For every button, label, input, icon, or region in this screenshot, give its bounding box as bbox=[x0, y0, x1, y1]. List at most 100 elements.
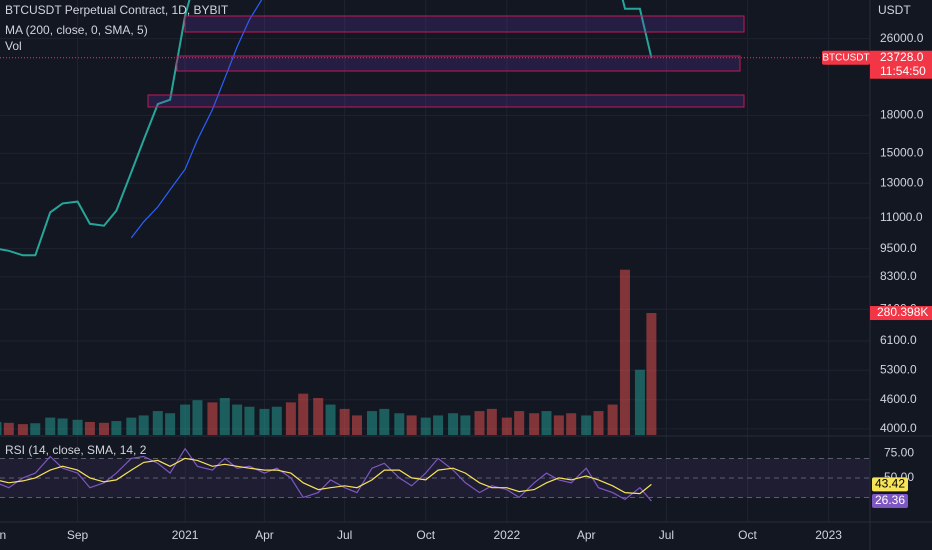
y-tick-label: 8300.0 bbox=[880, 269, 917, 283]
volume-bar bbox=[433, 415, 444, 435]
symbol-tag-bg bbox=[822, 50, 870, 65]
symbol-title: BTCUSDT Perpetual Contract, 1D, BYBIT bbox=[5, 3, 229, 17]
volume-bar bbox=[192, 400, 203, 435]
y-tick-label: 9500.0 bbox=[880, 241, 917, 255]
volume-bar bbox=[619, 269, 630, 435]
volume-bar bbox=[99, 422, 110, 435]
volume-bar bbox=[448, 413, 459, 435]
x-tick-label: Jul bbox=[337, 528, 352, 542]
volume-bar bbox=[57, 418, 68, 435]
volume-bar bbox=[541, 411, 552, 435]
volume-bar bbox=[244, 406, 255, 435]
volume-bar bbox=[646, 313, 657, 435]
x-tick-label: Oct bbox=[738, 528, 757, 542]
y-tick-label: 26000.0 bbox=[880, 31, 924, 45]
x-tick-label: Apr bbox=[255, 528, 274, 542]
volume-bar bbox=[285, 402, 296, 435]
y-tick-label: 18000.0 bbox=[880, 108, 924, 122]
series-line bbox=[0, 0, 653, 257]
volume-bar bbox=[30, 423, 41, 435]
volume-bar bbox=[420, 417, 431, 435]
rsi-tag-bg bbox=[872, 477, 908, 492]
rsi-tag: 43.42 bbox=[875, 477, 905, 491]
x-tick-label: Jul bbox=[659, 528, 674, 542]
volume-bar bbox=[581, 415, 592, 435]
ma-line bbox=[0, 457, 652, 495]
price-pane bbox=[0, 0, 657, 435]
volume-bar bbox=[607, 404, 618, 435]
volume-bar bbox=[593, 411, 604, 435]
y-tick-label: 11000.0 bbox=[880, 210, 923, 224]
volume-bar bbox=[553, 415, 564, 435]
volume-bar bbox=[111, 421, 122, 435]
zone bbox=[147, 94, 745, 108]
volume-bar bbox=[529, 413, 540, 435]
volume-bar bbox=[0, 421, 2, 435]
volume-bar bbox=[501, 417, 512, 435]
price-tag-bg bbox=[870, 50, 932, 79]
volume-bar bbox=[72, 419, 83, 435]
volume-bar bbox=[313, 398, 324, 435]
volume-bar bbox=[126, 417, 137, 435]
volume-bar bbox=[180, 404, 191, 435]
volume-bar bbox=[339, 408, 350, 435]
rsi-tag: 26.36 bbox=[875, 493, 905, 507]
volume-bar bbox=[45, 417, 56, 435]
x-tick-label: Apr bbox=[577, 528, 596, 542]
y-tick-label: 6100.0 bbox=[880, 333, 917, 347]
volume-tag: 280.398K bbox=[877, 305, 928, 319]
x-tick-label: 2022 bbox=[493, 528, 520, 542]
rsi-tick-label: 75.00 bbox=[884, 446, 914, 460]
drawn-zones bbox=[147, 15, 745, 108]
volume-bar bbox=[271, 406, 282, 435]
rsi-pane bbox=[0, 447, 870, 502]
axis-unit: USDT bbox=[878, 3, 911, 17]
volume-bar bbox=[474, 411, 485, 435]
volume-bar bbox=[259, 408, 270, 435]
volume-bar bbox=[84, 421, 95, 435]
symbol-tag: BTCUSDT bbox=[822, 52, 869, 63]
zone bbox=[176, 55, 741, 72]
volume-bar bbox=[232, 404, 243, 435]
vol-legend: Vol bbox=[5, 39, 22, 53]
volume-bar bbox=[460, 415, 471, 435]
rsi-legend: RSI (14, close, SMA, 14, 2 bbox=[5, 443, 147, 457]
y-tick-label: 4600.0 bbox=[880, 392, 917, 406]
volume-bar bbox=[394, 413, 405, 435]
volume-bar bbox=[325, 404, 336, 435]
ma-line bbox=[130, 0, 263, 239]
y-tick-label: 15000.0 bbox=[880, 146, 924, 160]
volume-bar bbox=[366, 411, 377, 435]
ma-legend: MA (200, close, 0, SMA, 5) bbox=[5, 23, 148, 37]
volume-bar bbox=[634, 369, 645, 435]
x-tick-label: Sep bbox=[67, 528, 89, 542]
x-tick-label: Oct bbox=[416, 528, 435, 542]
volume-bar bbox=[165, 413, 176, 435]
volume-bar bbox=[219, 398, 230, 435]
x-tick-label: Jun bbox=[0, 528, 6, 542]
y-tick-label: 5300.0 bbox=[880, 362, 917, 376]
countdown: 11:54:50 bbox=[880, 64, 926, 78]
volume-bar bbox=[566, 413, 577, 435]
volume-bar bbox=[514, 411, 525, 435]
y-tick-label: 13000.0 bbox=[880, 175, 924, 189]
x-tick-label: 2023 bbox=[815, 528, 842, 542]
volume-bar bbox=[351, 415, 362, 435]
volume-bar bbox=[406, 415, 417, 435]
volume-bar bbox=[152, 411, 163, 435]
price-tag: 23728.0 bbox=[880, 50, 924, 64]
rsi-tag-bg bbox=[872, 493, 908, 508]
y-tick-label: 4000.0 bbox=[880, 421, 917, 435]
volume-bar bbox=[17, 424, 28, 435]
volume-bar bbox=[138, 415, 149, 435]
volume-tag-bg bbox=[870, 306, 932, 321]
volume-bar bbox=[298, 393, 309, 435]
overlay: BTCUSDT Perpetual Contract, 1D, BYBIT MA… bbox=[0, 3, 932, 542]
volume-bar bbox=[379, 408, 390, 435]
volume-bar bbox=[207, 402, 218, 435]
x-tick-label: 2021 bbox=[172, 528, 199, 542]
volume-bar bbox=[3, 422, 14, 435]
volume-bar bbox=[486, 408, 497, 435]
